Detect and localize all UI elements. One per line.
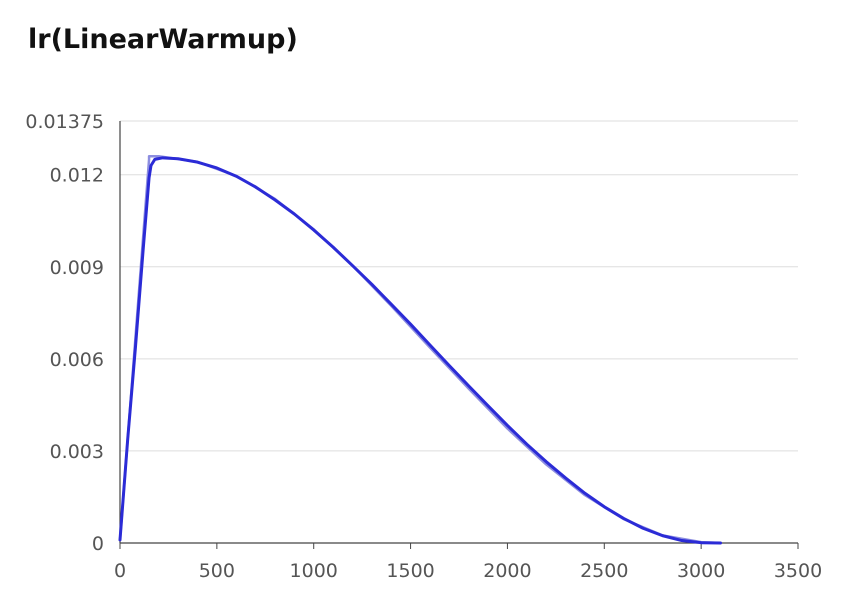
y-tick-label: 0.006 [50,349,104,371]
x-tick-label: 2000 [483,560,531,582]
x-tick-label: 1500 [386,560,434,582]
y-tick-label: 0.012 [50,165,104,187]
y-tick-label: 0.003 [50,441,104,463]
axis-lines [119,121,798,544]
y-tick-label: 0.009 [50,257,104,279]
series-lines [118,155,723,545]
x-tick-label: 2500 [580,560,628,582]
x-tick-label: 3000 [677,560,725,582]
series-line-2 [118,156,723,545]
series-line-1 [118,155,722,545]
x-tick-label: 500 [199,560,235,582]
x-axis-ticks: 0 500 1000 1500 2000 2500 3000 3500 [114,543,822,582]
y-tick-label: 0 [92,533,104,555]
chart-title: lr(LinearWarmup) [28,24,298,55]
y-axis-ticks: 0 0.003 0.006 0.009 0.012 0.01375 [25,111,104,555]
x-tick-label: 3500 [774,560,822,582]
x-tick-label: 0 [114,560,126,582]
y-tick-label: 0.01375 [25,111,104,133]
x-tick-label: 1000 [290,560,338,582]
